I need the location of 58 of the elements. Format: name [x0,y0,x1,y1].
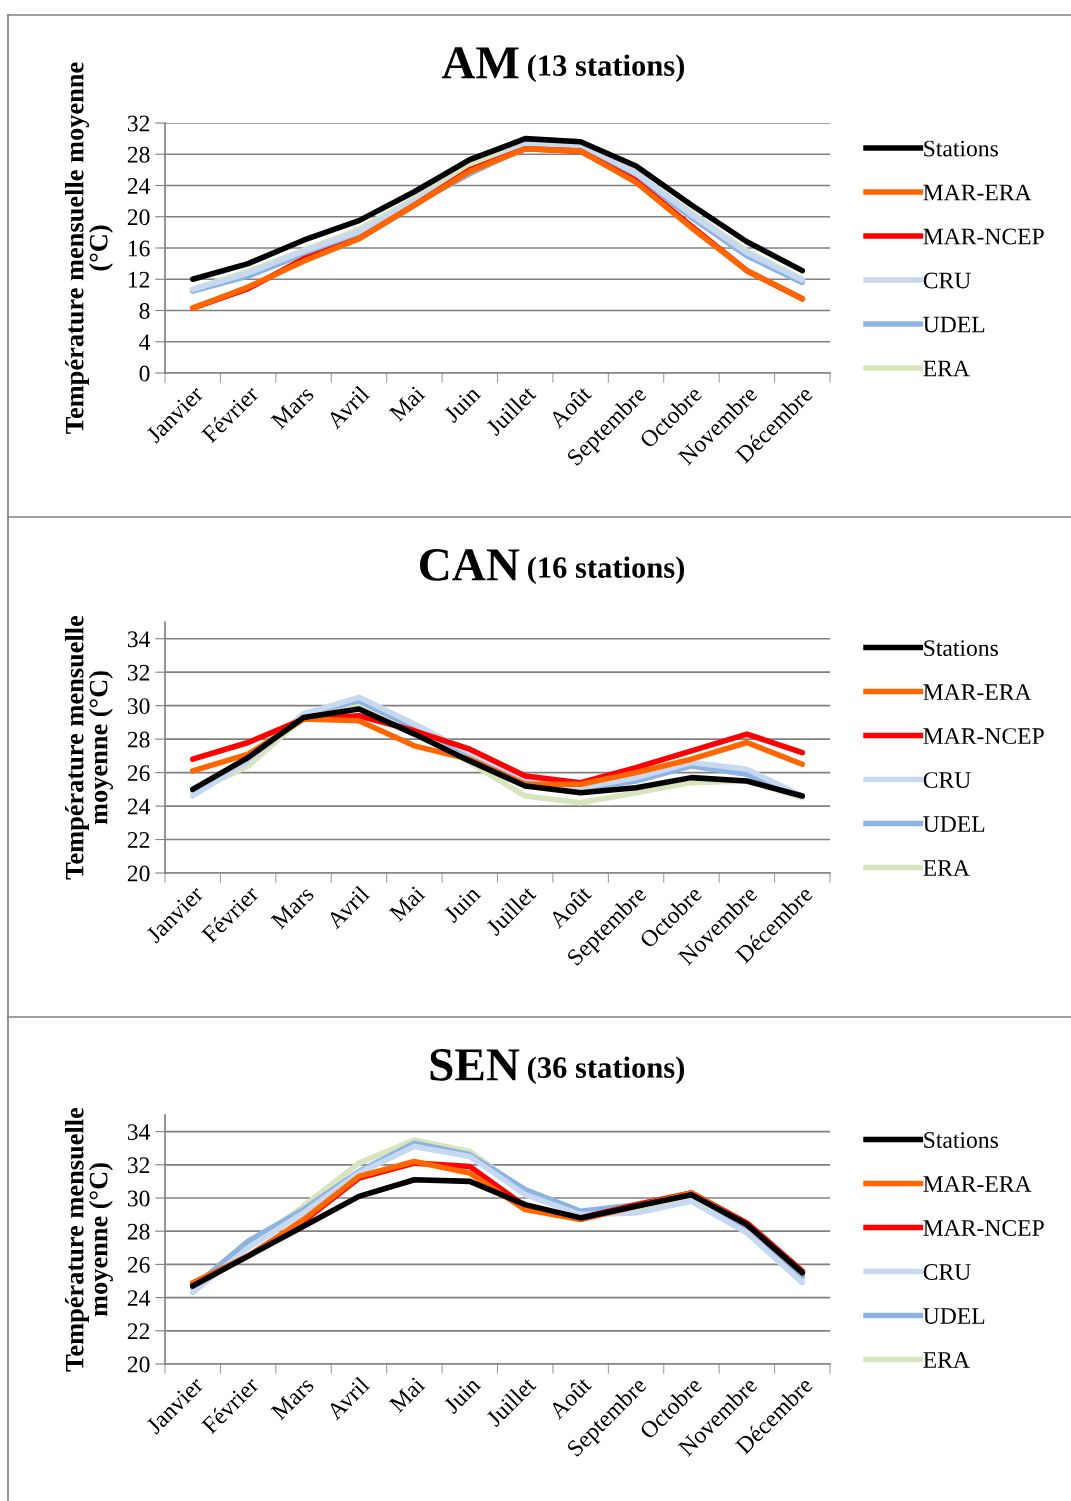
legend-label: MAR-ERA [923,184,1032,201]
y-tick-label: 24 [127,798,151,815]
y-tick-label: 32 [127,1157,150,1174]
y-tick-label: 24 [127,178,151,194]
y-tick-label: 34 [127,631,151,648]
x-tick-label: Mai [388,384,426,423]
y-tick-label: 32 [127,664,150,681]
legend-label: ERA [923,860,970,876]
y-tick-label: 20 [127,209,150,226]
y-tick-label: 22 [127,1323,150,1339]
x-tick-label: Mai [388,884,426,923]
legend-label: ERA [923,1352,970,1368]
y-tick-label: 4 [139,334,151,350]
y-tick-label: 16 [128,240,150,257]
legend-label: Stations [924,1132,998,1148]
chart-subtitle: (16 stations) [527,556,685,585]
y-axis-title: Température mensuelle moyenne (°C) [64,615,113,880]
legend-label: ERA [923,360,970,377]
legend-label: MAR-ERA [923,684,1032,700]
legend-label: MAR-NCEP [923,228,1044,245]
y-tick-label: 12 [128,271,150,288]
legend-label: MAR-NCEP [923,728,1044,745]
chart-title: SEN [430,1049,520,1081]
legend-label: CRU [923,1264,971,1280]
legend-label: Stations [924,640,998,657]
legend-label: MAR-ERA [923,1176,1032,1192]
y-axis-title: Température mensuelle moyenne (°C) [64,1107,113,1372]
chart-subtitle: (13 stations) [527,54,685,83]
y-tick-label: 22 [127,832,150,848]
legend-label: CRU [923,772,971,789]
x-tick-label: Juin [442,1375,482,1415]
y-tick-label: 32 [127,115,150,132]
y-tick-label: 0 [139,365,150,382]
y-tick-label: 20 [127,865,150,882]
legend-label: MAR-NCEP [923,1220,1044,1236]
y-tick-label: 24 [127,1290,151,1306]
y-tick-label: 8 [139,302,150,319]
legend-label: UDEL [923,316,985,333]
y-tick-label: 28 [127,1223,150,1240]
y-tick-label: 28 [127,731,150,748]
y-tick-label: 20 [127,1356,150,1373]
legend-label: CRU [923,272,971,289]
legend-label: UDEL [923,1308,985,1324]
y-tick-label: 28 [127,146,150,163]
y-tick-label: 26 [127,765,150,782]
y-tick-label: 30 [127,1190,150,1207]
chart-title: AM [441,47,519,79]
chart-subtitle: (36 stations) [527,1056,685,1085]
x-tick-label: Mai [388,1375,426,1414]
x-tick-label: Juin [442,384,482,424]
y-tick-label: 26 [127,1256,150,1273]
y-axis-title: Température mensuelle moyenne (°C) [64,62,113,434]
x-tick-label: Juin [442,884,482,924]
y-tick-label: 34 [127,1124,151,1141]
y-tick-label: 30 [127,698,150,715]
legend-label: UDEL [923,816,985,833]
chart-title: CAN [420,549,520,581]
legend-label: Stations [924,140,998,157]
